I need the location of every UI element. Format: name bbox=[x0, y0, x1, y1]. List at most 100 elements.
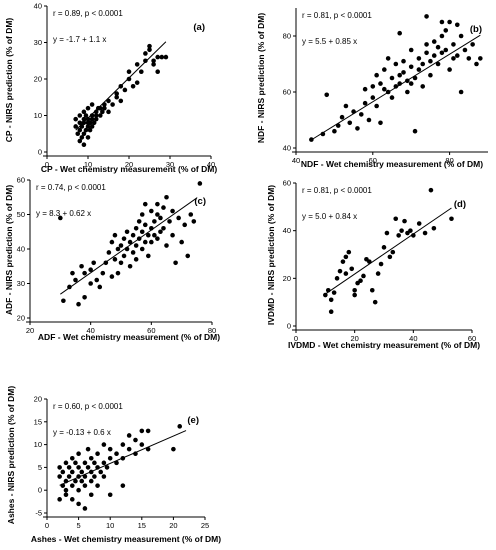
data-point bbox=[474, 61, 479, 67]
data-point bbox=[94, 277, 100, 283]
data-point bbox=[98, 113, 103, 118]
x-tick-label: 40 bbox=[86, 326, 94, 335]
data-point bbox=[120, 455, 126, 461]
y-tick-label: 30 bbox=[17, 279, 25, 288]
data-point bbox=[82, 270, 87, 276]
data-point bbox=[70, 270, 75, 276]
y-tick-label: 0 bbox=[38, 148, 42, 157]
data-point bbox=[439, 50, 445, 56]
data-point bbox=[420, 61, 426, 67]
data-point bbox=[340, 259, 346, 264]
x-tick-label: 40 bbox=[207, 160, 215, 169]
data-point bbox=[177, 424, 183, 429]
data-point bbox=[130, 250, 136, 255]
regression-line bbox=[60, 197, 198, 295]
data-point bbox=[79, 469, 85, 475]
data-point bbox=[454, 53, 460, 58]
data-point bbox=[428, 58, 433, 64]
data-point bbox=[362, 100, 368, 106]
data-point bbox=[82, 474, 88, 479]
data-point bbox=[393, 216, 399, 222]
data-point bbox=[343, 103, 349, 109]
data-point bbox=[309, 137, 314, 142]
data-point bbox=[139, 212, 145, 217]
y-axis-title: NDF - NIRS prediction (% of DM) bbox=[256, 13, 266, 143]
data-point bbox=[399, 228, 404, 233]
data-point bbox=[95, 451, 100, 457]
data-point bbox=[378, 261, 384, 267]
data-point bbox=[197, 181, 203, 186]
x-tick-label: 80 bbox=[208, 326, 216, 335]
data-point bbox=[420, 84, 426, 89]
data-point bbox=[92, 460, 97, 466]
x-axis-title: NDF - Wet chemistry measurement (% of DM… bbox=[301, 159, 483, 169]
data-point bbox=[339, 114, 345, 120]
data-point bbox=[83, 127, 89, 133]
y-tick-label: 0 bbox=[38, 486, 42, 495]
data-point bbox=[374, 103, 379, 109]
data-point bbox=[124, 246, 130, 252]
data-point bbox=[323, 292, 328, 298]
data-point bbox=[91, 260, 96, 266]
data-point bbox=[73, 277, 78, 283]
equation-annotation: y = -0.13 + 0.6 x bbox=[53, 428, 111, 437]
data-point bbox=[76, 487, 81, 493]
y-tick-label: 5 bbox=[38, 463, 42, 472]
y-tick-label: 40 bbox=[34, 2, 42, 11]
data-point bbox=[167, 219, 172, 224]
data-point bbox=[69, 497, 75, 502]
data-point bbox=[95, 483, 100, 488]
data-point bbox=[408, 228, 413, 233]
data-point bbox=[134, 62, 140, 67]
data-point bbox=[149, 226, 154, 231]
panel-b: 40 60 80 40 60 80 r = 0.81, p < 0.0001 y = 5.5 … bbox=[256, 8, 488, 169]
data-point bbox=[82, 295, 87, 300]
data-point bbox=[81, 116, 87, 122]
data-point bbox=[142, 222, 148, 228]
data-point bbox=[93, 113, 99, 118]
data-point bbox=[127, 239, 133, 245]
data-point bbox=[478, 56, 483, 61]
data-point bbox=[381, 245, 387, 250]
data-point bbox=[382, 67, 387, 72]
data-point bbox=[143, 51, 148, 56]
panel-label: (e) bbox=[187, 415, 199, 426]
correlation-annotation: r = 0.81, p < 0.0001 bbox=[302, 11, 372, 20]
data-point bbox=[328, 309, 334, 315]
data-point bbox=[179, 239, 184, 245]
data-point bbox=[82, 506, 88, 511]
data-point bbox=[355, 126, 360, 131]
y-axis-title: ADF - NIRS prediction (% of DM) bbox=[4, 185, 14, 315]
data-point bbox=[67, 284, 72, 290]
data-point bbox=[107, 455, 113, 461]
data-point bbox=[397, 30, 402, 36]
data-point bbox=[346, 249, 352, 255]
data-point bbox=[151, 58, 156, 64]
data-point bbox=[155, 212, 160, 217]
data-point bbox=[79, 478, 85, 484]
data-point bbox=[97, 284, 103, 290]
data-point bbox=[447, 67, 452, 72]
data-point bbox=[352, 292, 357, 298]
x-tick-label: 60 bbox=[147, 326, 155, 335]
regression-line bbox=[325, 207, 452, 295]
x-tick-label: 0 bbox=[45, 160, 49, 169]
data-point bbox=[101, 474, 107, 479]
data-point bbox=[163, 54, 169, 60]
data-point bbox=[320, 131, 326, 137]
data-point bbox=[428, 72, 433, 78]
data-point bbox=[98, 469, 104, 475]
data-point bbox=[130, 232, 136, 238]
data-point bbox=[361, 273, 366, 279]
data-point bbox=[82, 483, 88, 488]
data-point bbox=[82, 460, 88, 466]
data-point bbox=[405, 78, 410, 84]
data-point bbox=[79, 124, 85, 129]
data-point bbox=[120, 442, 126, 447]
data-point bbox=[402, 218, 407, 224]
data-point bbox=[115, 270, 121, 276]
data-point bbox=[374, 72, 379, 78]
data-point bbox=[171, 446, 176, 452]
data-point bbox=[133, 451, 138, 457]
y-tick-label: 30 bbox=[34, 38, 42, 47]
